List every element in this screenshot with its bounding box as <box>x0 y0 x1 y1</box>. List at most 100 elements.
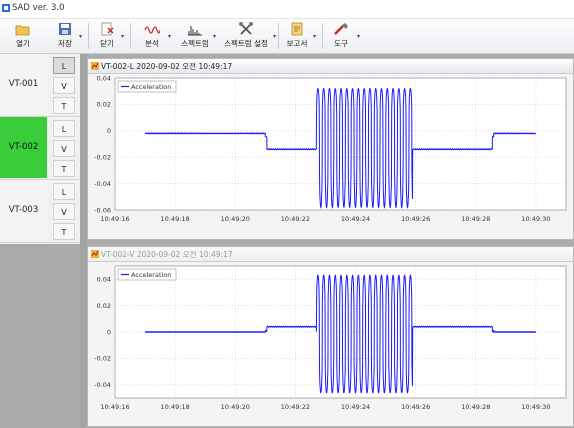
open-button-label: 열기 <box>16 39 30 48</box>
toolbar-separator <box>278 23 279 49</box>
open-folder-icon <box>15 25 30 36</box>
y-tick-label: 0 <box>107 328 111 336</box>
acceleration-chart-v[interactable]: 0.04 0.02 0 -0.02 -0.04 10:49:16 10:49:18 10:49… <box>88 262 573 428</box>
device-button-vt-003[interactable]: VT-003 <box>0 180 47 241</box>
spectrum-dropdown-arrow-icon[interactable]: ▾ <box>213 33 217 40</box>
tools-icon <box>334 23 348 35</box>
axis-button-vt-001-l[interactable]: L <box>53 57 75 74</box>
chart-window-title-bar[interactable]: VT-002-L 2020-09-02 오전 10:49:17 <box>88 59 573 74</box>
device-button-vt-002[interactable]: VT-002 <box>0 117 47 178</box>
y-tick-label: 0.04 <box>97 74 111 82</box>
axis-button-vt-001-v[interactable]: V <box>53 77 75 94</box>
spectrum-button-label: 스펙트럼 <box>181 39 209 48</box>
spectrum-button[interactable]: 스펙트럼 ▾ <box>178 21 216 51</box>
analysis-button-label: 분석 <box>145 39 159 48</box>
close-file-icon <box>101 22 114 36</box>
tools-dropdown-arrow-icon[interactable]: ▾ <box>357 33 361 40</box>
report-dropdown-arrow-icon[interactable]: ▾ <box>313 33 317 40</box>
x-tick-label: 10:49:22 <box>281 403 310 411</box>
toolbar-separator <box>130 23 131 49</box>
axis-button-vt-003-t[interactable]: T <box>53 223 75 240</box>
save-button[interactable]: 저장 ▾ <box>50 21 83 51</box>
spectrum-settings-button[interactable]: 스펙트럼 설정 ▾ <box>220 21 276 51</box>
x-tick-label: 10:49:18 <box>161 215 190 223</box>
chart-window-vt-002-l[interactable]: VT-002-L 2020-09-02 오전 10:49:17 0.04 0.02… <box>87 58 574 240</box>
x-tick-label: 10:49:20 <box>221 403 250 411</box>
chart-window-title: VT-002-V 2020-09-02 오전 10:49:17 <box>101 250 233 259</box>
close-dropdown-arrow-icon[interactable]: ▾ <box>121 33 125 40</box>
analysis-wave-icon <box>144 26 160 34</box>
x-tick-label: 10:49:22 <box>281 215 310 223</box>
x-tick-label: 10:49:16 <box>100 403 129 411</box>
analysis-button[interactable]: 분석 ▾ <box>137 21 171 51</box>
save-icon <box>59 23 71 35</box>
spectrum-settings-dropdown-arrow-icon[interactable]: ▾ <box>273 33 277 40</box>
legend-label: Acceleration <box>131 83 171 91</box>
save-dropdown-arrow-icon[interactable]: ▾ <box>79 33 83 40</box>
acceleration-series-line <box>144 87 537 209</box>
chart-window-title-bar[interactable]: VT-002-V 2020-09-02 오전 10:49:17 <box>88 247 573 262</box>
toolbar-separator <box>88 23 89 49</box>
y-tick-label: -0.02 <box>94 355 111 363</box>
x-tick-label: 10:49:24 <box>341 215 370 223</box>
splitter[interactable] <box>80 54 87 427</box>
x-tick-label: 10:49:28 <box>461 403 490 411</box>
chart-window-title: VT-002-L 2020-09-02 오전 10:49:17 <box>101 62 233 71</box>
chart-window-icon <box>91 250 99 258</box>
chart-legend: Acceleration <box>117 268 177 281</box>
device-group-vt-001: VT-001 L V T <box>0 54 80 117</box>
device-sidebar: VT-001 L V T VT-002 L V T VT-003 L V T <box>0 54 80 244</box>
device-button-vt-001[interactable]: VT-001 <box>0 54 47 115</box>
report-button[interactable]: 보고서 ▾ <box>282 21 316 51</box>
report-button-label: 보고서 <box>286 39 308 48</box>
chart-window-icon <box>91 62 99 70</box>
y-tick-label: 0.02 <box>97 101 111 109</box>
x-tick-label: 10:49:18 <box>161 403 190 411</box>
x-tick-label: 10:49:26 <box>401 215 430 223</box>
toolbar: 열기 저장 ▾ 닫기 ▾ 분석 ▾ 스펙트럼 ▾ 스펙트럼 설정 ▾ <box>0 19 574 54</box>
device-group-vt-002: VT-002 L V T <box>0 117 80 180</box>
x-tick-label: 10:49:16 <box>100 215 129 223</box>
axis-button-vt-002-v[interactable]: V <box>53 140 75 157</box>
open-button[interactable]: 열기 <box>8 21 38 51</box>
chart-window-vt-002-v[interactable]: VT-002-V 2020-09-02 오전 10:49:17 0.04 0.02… <box>87 246 574 427</box>
y-tick-label: -0.04 <box>94 180 111 188</box>
device-group-vt-003: VT-003 L V T <box>0 180 80 243</box>
spectrum-icon <box>188 26 202 36</box>
chart-legend: Acceleration <box>117 80 177 93</box>
y-tick-label: -0.02 <box>94 154 111 162</box>
axis-button-vt-003-v[interactable]: V <box>53 203 75 220</box>
report-icon <box>291 22 303 36</box>
spectrum-settings-button-label: 스펙트럼 설정 <box>224 39 268 48</box>
y-tick-label: -0.04 <box>94 381 111 389</box>
x-tick-label: 10:49:30 <box>521 215 550 223</box>
spectrum-settings-icon <box>239 22 253 35</box>
axis-button-vt-003-l[interactable]: L <box>53 183 75 200</box>
x-tick-label: 10:49:26 <box>401 403 430 411</box>
x-tick-label: 10:49:24 <box>341 403 370 411</box>
close-button-label: 닫기 <box>100 39 114 48</box>
plot-area <box>114 77 567 211</box>
title-bar: SAD ver. 3.0 <box>0 0 574 19</box>
y-tick-label: 0 <box>107 127 111 135</box>
x-tick-label: 10:49:20 <box>221 215 250 223</box>
save-button-label: 저장 <box>58 39 72 48</box>
y-tick-label: -0.06 <box>94 206 111 214</box>
acceleration-series-line <box>144 274 537 394</box>
y-tick-label: 0.04 <box>97 276 111 284</box>
legend-box <box>117 80 177 93</box>
app-icon <box>2 4 10 12</box>
y-tick-label: 0.02 <box>97 302 111 310</box>
close-button[interactable]: 닫기 ▾ <box>92 21 125 51</box>
tools-button[interactable]: 도구 ▾ <box>326 21 360 51</box>
x-tick-label: 10:49:30 <box>521 403 550 411</box>
toolbar-separator <box>322 23 323 49</box>
axis-button-vt-001-t[interactable]: T <box>53 97 75 114</box>
axis-button-vt-002-t[interactable]: T <box>53 160 75 177</box>
legend-box <box>117 268 177 281</box>
tools-button-label: 도구 <box>334 39 348 48</box>
app-title: SAD ver. 3.0 <box>12 3 65 13</box>
analysis-dropdown-arrow-icon[interactable]: ▾ <box>168 33 172 40</box>
axis-button-vt-002-l[interactable]: L <box>53 120 75 137</box>
